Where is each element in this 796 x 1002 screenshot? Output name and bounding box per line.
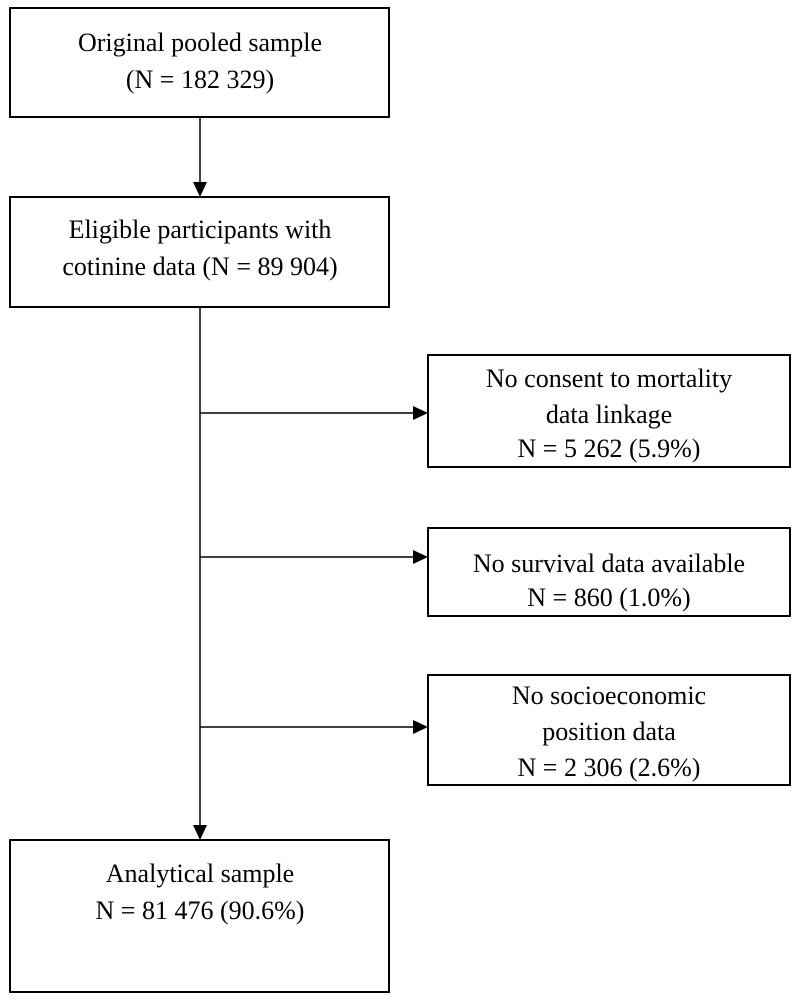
arrowhead (413, 720, 428, 734)
box-text: N = 2 306 (2.6%) (518, 753, 701, 782)
box (427, 354, 791, 468)
box (427, 674, 791, 786)
box-text: cotinine data (N = 89 904) (62, 252, 337, 281)
arrowhead (193, 182, 207, 197)
box-text: Eligible participants with (69, 215, 332, 244)
box-text: N = 5 262 (5.9%) (518, 434, 701, 463)
box (427, 527, 791, 617)
box-text: position data (542, 717, 676, 746)
box-text: Analytical sample (106, 859, 294, 888)
box-text: N = 81 476 (90.6%) (96, 896, 305, 925)
box (9, 839, 390, 993)
box-text: N = 860 (1.0%) (527, 583, 690, 612)
arrowhead (413, 550, 428, 564)
box-text: (N = 182 329) (126, 65, 274, 94)
box-text: No socioeconomic (512, 681, 706, 710)
box (9, 196, 390, 308)
box-text: No consent to mortality (486, 364, 732, 393)
box-text: Original pooled sample (78, 28, 322, 57)
arrowhead (413, 406, 428, 420)
box-text: No survival data available (473, 549, 745, 578)
box (9, 7, 390, 118)
box-text: data linkage (546, 400, 672, 429)
arrowhead (193, 825, 207, 840)
